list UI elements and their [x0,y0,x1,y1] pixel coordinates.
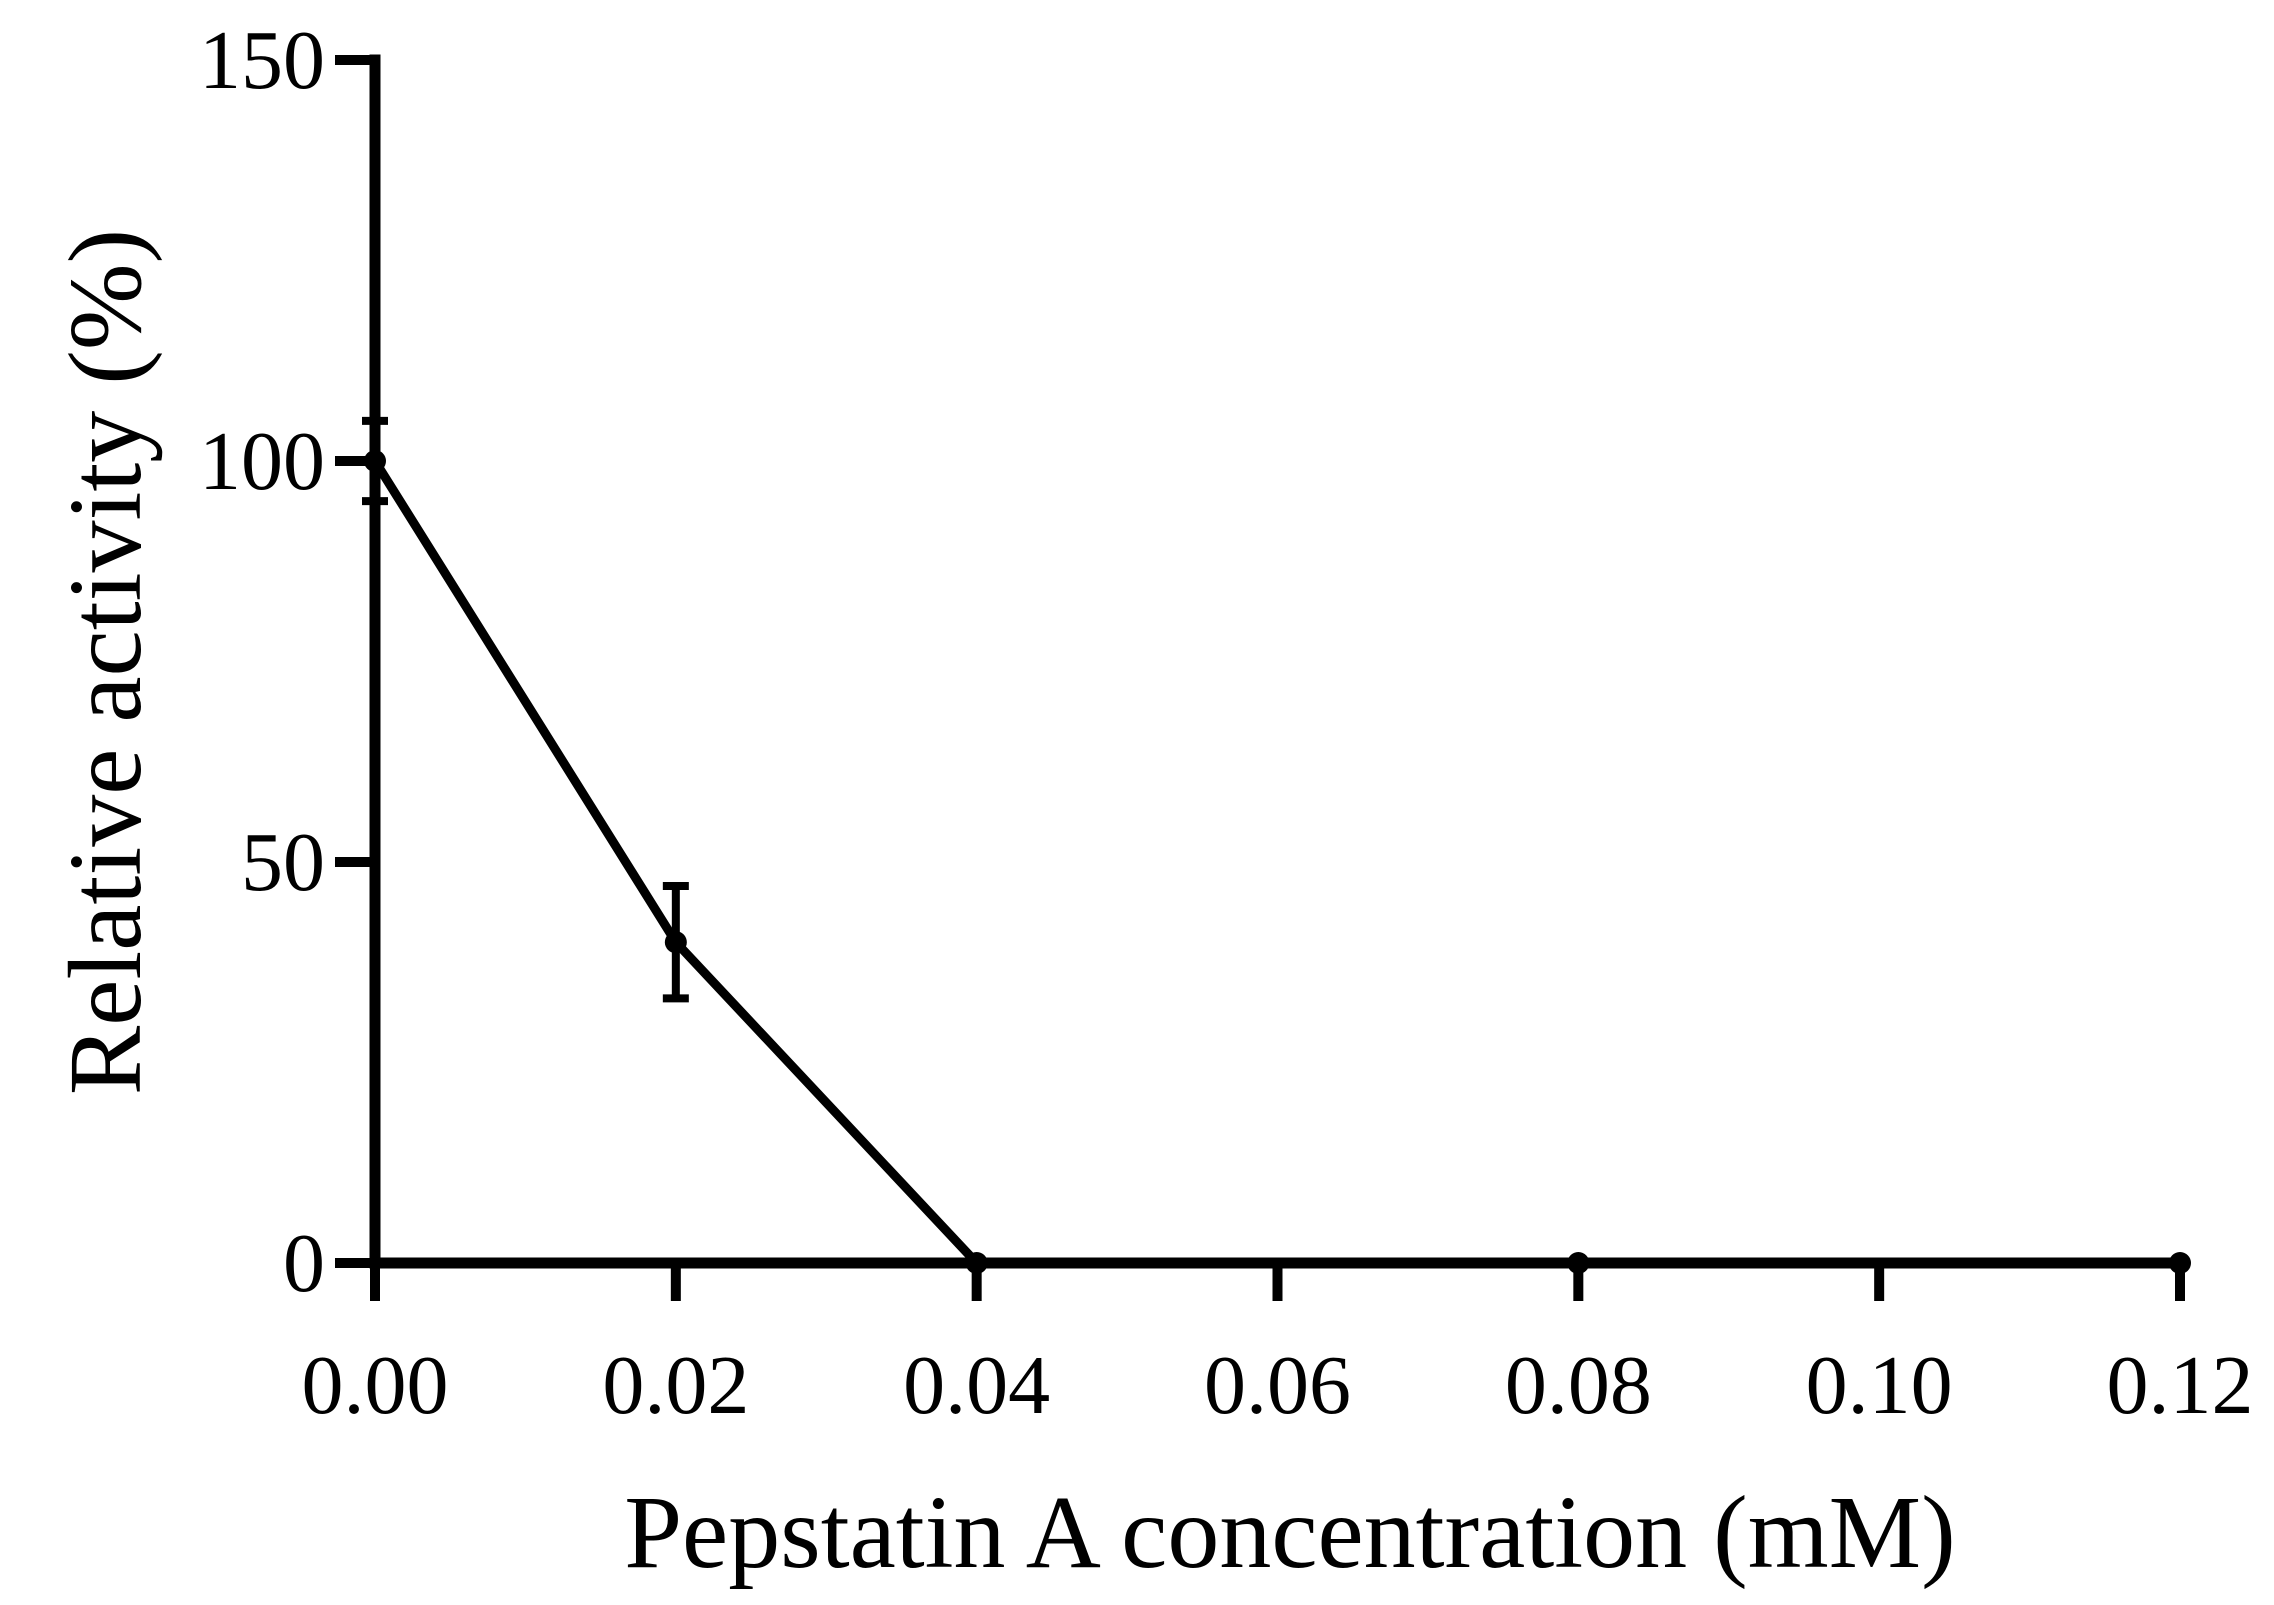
data-point [2169,1252,2191,1274]
data-point [965,1252,988,1274]
y-ticks: 0 50 100 150 [199,14,375,1310]
y-tick-label: 50 [241,816,325,909]
y-tick-label: 0 [283,1217,325,1310]
x-tick-label: 0.00 [302,1339,449,1432]
axes [369,54,2186,1269]
x-axis-title: Pepstatin A concentration (mM) [624,1475,1956,1590]
x-tick-label: 0.06 [1204,1339,1351,1432]
y-tick-label: 150 [199,14,325,107]
x-tick-label: 0.12 [2107,1339,2254,1432]
x-tick-label: 0.10 [1806,1339,1953,1432]
data-point [664,931,687,954]
y-tick-label: 100 [199,415,325,508]
x-tick-label: 0.08 [1505,1339,1652,1432]
data-series [362,416,2191,1274]
x-ticks: 0.00 0.02 0.04 0.06 0.08 0.10 0.12 [302,1263,2254,1432]
series-line [371,458,2180,1268]
x-tick-label: 0.02 [602,1339,749,1432]
data-point [364,450,386,472]
x-tick-label: 0.04 [903,1339,1050,1432]
y-axis-title: Relative activity (%) [48,229,163,1095]
data-point [1567,1252,1590,1274]
